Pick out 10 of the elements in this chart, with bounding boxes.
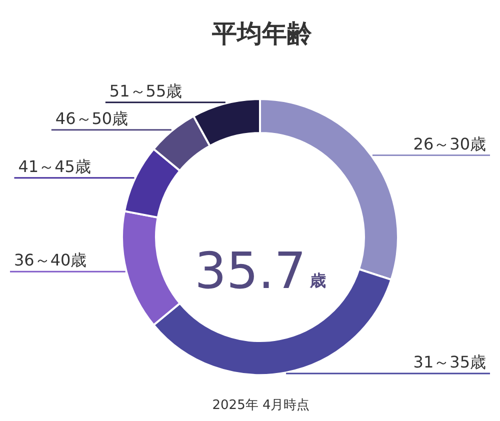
slice-label: 31～35歳 [413,352,486,372]
slice-label: 36～40歳 [14,250,87,270]
slice-label: 46～50歳 [55,108,128,128]
slice-label: 51～55歳 [109,81,182,100]
text: 歳 [309,271,326,290]
text: 35.7 [194,242,306,300]
slice-label: 26～30歳 [413,134,486,154]
chart-title: 平均年齢 [211,19,313,48]
text: 2025年 4月時点 [212,398,310,413]
slice-label: 41～45歳 [18,156,91,176]
